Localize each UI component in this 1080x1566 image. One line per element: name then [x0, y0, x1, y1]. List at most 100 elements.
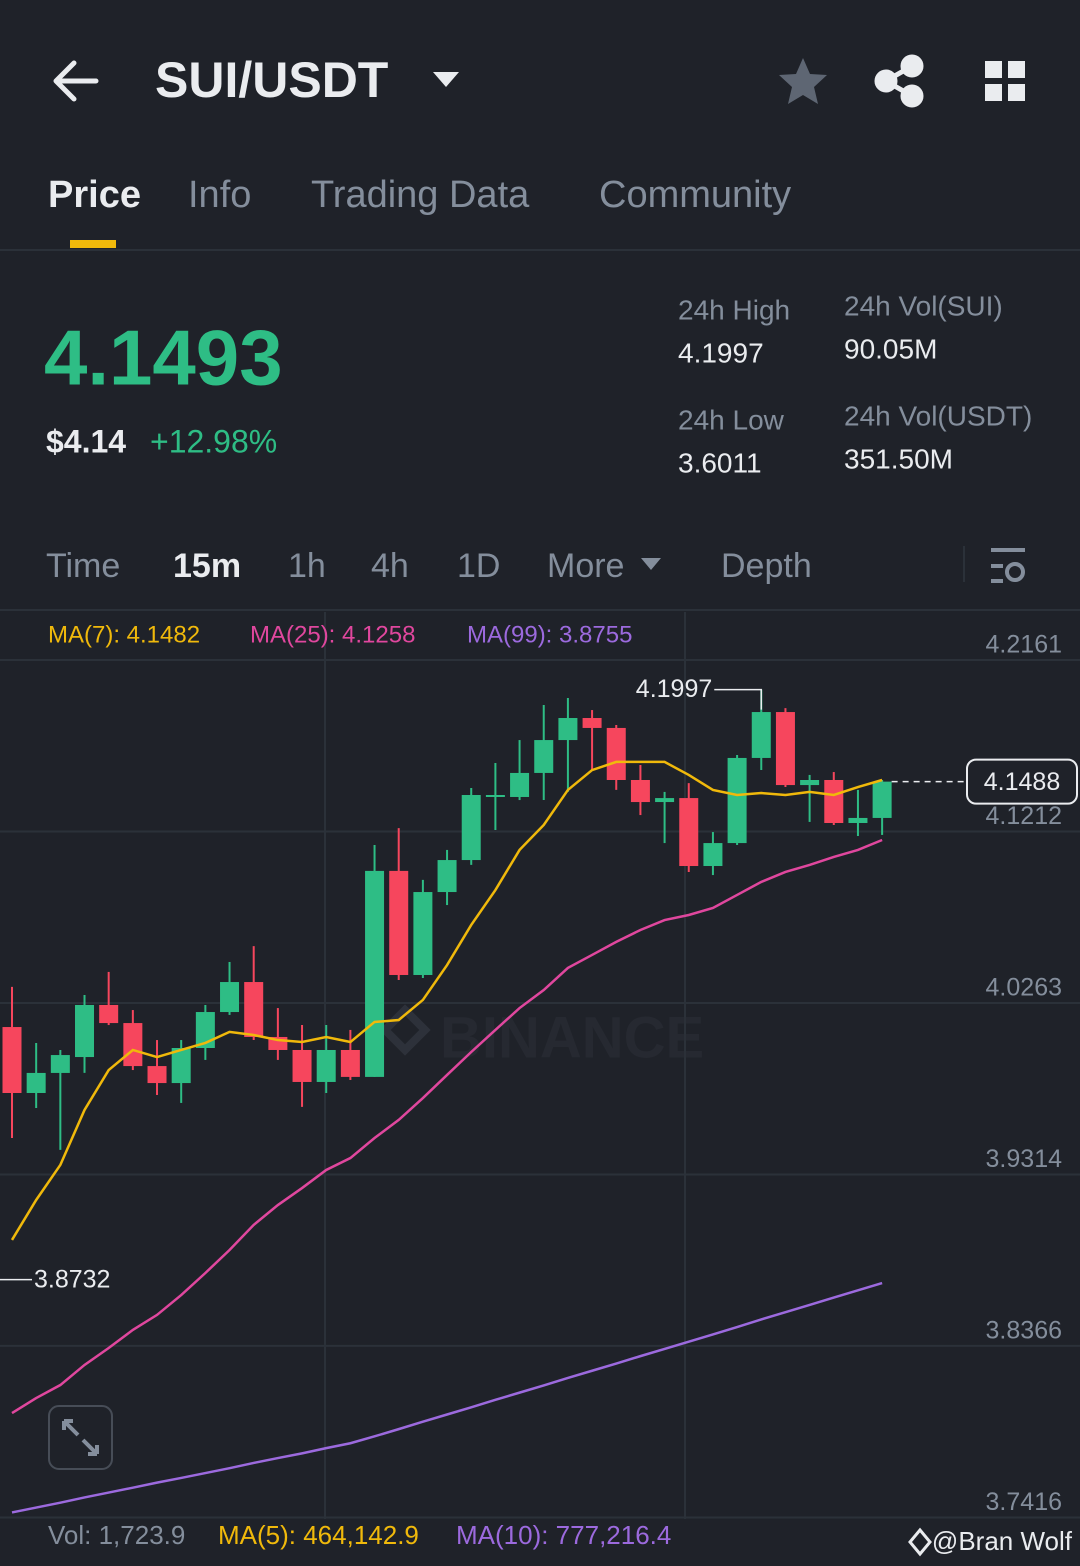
- tab[interactable]: Community: [599, 174, 791, 216]
- credit-text: @Bran Wolf: [932, 1526, 1073, 1556]
- candle-body: [413, 892, 433, 975]
- favorite-button[interactable]: [779, 58, 827, 104]
- ma-line: [11, 1281, 883, 1514]
- candle-body: [485, 794, 505, 797]
- candle-body: [26, 1072, 46, 1093]
- candle-body: [461, 794, 481, 861]
- volume-bar: [0, 1519, 1080, 1566]
- stat-value: 351.50M: [844, 443, 953, 474]
- layout-button[interactable]: [985, 61, 1025, 101]
- stat-label: 24h Vol(SUI): [844, 290, 1003, 321]
- divider: [963, 546, 965, 582]
- stat-label: 24h High: [678, 294, 790, 325]
- plot-area: [0, 659, 1080, 1519]
- candle-body: [50, 1055, 70, 1073]
- watermark: BINANCE: [379, 1004, 704, 1070]
- candle-body: [292, 1049, 312, 1082]
- y-tick-label: 3.8366: [986, 1316, 1062, 1344]
- candle-body: [365, 870, 385, 1077]
- candle-body: [800, 779, 820, 786]
- y-tick-label: 4.2161: [986, 631, 1062, 659]
- volume-stat: MA(5): 464,142.9: [218, 1520, 419, 1550]
- tab[interactable]: Trading Data: [311, 174, 530, 216]
- candle-body: [872, 781, 892, 818]
- high-label: 4.1997: [636, 675, 712, 703]
- candle-body: [558, 718, 578, 741]
- candle-body: [244, 982, 264, 1037]
- legend-entry: MA(25): 4.1258: [250, 621, 415, 648]
- chart-settings[interactable]: [991, 548, 1025, 583]
- candle-body: [775, 712, 795, 786]
- fullscreen-button[interactable]: [48, 1405, 113, 1470]
- candle-body: [824, 779, 844, 824]
- candle-body: [510, 772, 530, 797]
- price-change: +12.98%: [150, 423, 277, 459]
- candle-body: [437, 860, 457, 893]
- y-tick-label: 4.1212: [986, 802, 1062, 830]
- candle-body: [848, 817, 868, 824]
- interval[interactable]: 1D: [457, 547, 500, 585]
- usd-price: $4.14: [46, 423, 126, 459]
- interval[interactable]: 4h: [371, 547, 409, 585]
- candle-body: [220, 982, 240, 1013]
- low-label: 3.8732: [34, 1265, 110, 1293]
- candle-body: [606, 727, 626, 780]
- fullscreen-icon: [62, 1419, 99, 1456]
- legend-entry: MA(99): 3.8755: [467, 621, 632, 648]
- back-button[interactable]: [53, 60, 99, 102]
- share-button[interactable]: [874, 54, 924, 108]
- divider: [0, 609, 1080, 611]
- candle-body: [727, 757, 747, 844]
- candle-body: [316, 1049, 336, 1082]
- candle-body: [630, 779, 650, 803]
- last-price-label: 4.1488: [984, 768, 1060, 796]
- interval[interactable]: More: [547, 547, 624, 585]
- stat-value: 4.1997: [678, 337, 764, 368]
- credit: @Bran Wolf: [908, 1526, 1073, 1557]
- more-dropdown[interactable]: [641, 558, 661, 570]
- candle-body: [655, 798, 675, 803]
- divider: [0, 249, 1080, 251]
- stat-value: 3.6011: [678, 447, 762, 478]
- candle-body: [534, 740, 554, 773]
- candle-body: [171, 1047, 191, 1084]
- volume-stat: MA(10): 777,216.4: [456, 1520, 671, 1550]
- candle-body: [340, 1049, 360, 1077]
- candle-body: [75, 1004, 95, 1058]
- tab[interactable]: Info: [188, 174, 251, 216]
- ma-line: [11, 838, 883, 1415]
- pair-dropdown[interactable]: [433, 72, 459, 87]
- stat-label: 24h Low: [678, 404, 785, 435]
- candle-body: [195, 1012, 215, 1048]
- candle-body: [703, 843, 723, 867]
- interval[interactable]: 1h: [288, 547, 326, 585]
- ma-line: [10, 760, 883, 1241]
- pair-title[interactable]: SUI/USDT: [155, 52, 388, 108]
- interval[interactable]: Depth: [721, 547, 812, 585]
- candle-body: [123, 1023, 143, 1067]
- y-tick-label: 4.0263: [986, 974, 1062, 1002]
- last-price-box: [966, 758, 1078, 805]
- stat-value: 90.05M: [844, 333, 937, 364]
- volume-stat: Vol: 1,723.9: [48, 1520, 185, 1550]
- y-tick-label: 3.9314: [986, 1145, 1063, 1173]
- y-tick-label: 3.7416: [986, 1488, 1062, 1516]
- stat-label: 24h Vol(USDT): [844, 400, 1032, 431]
- high-marker: [714, 688, 763, 710]
- candle-body: [2, 1027, 22, 1093]
- candle-body: [751, 712, 771, 758]
- candle-body: [582, 718, 602, 728]
- tab-indicator: [70, 240, 116, 248]
- candle-body: [99, 1004, 119, 1024]
- interval[interactable]: Time: [46, 547, 120, 585]
- last-price: 4.1493: [44, 314, 283, 402]
- watermark-text: BINANCE: [440, 1005, 704, 1070]
- candle-body: [679, 798, 699, 867]
- candle-body: [389, 870, 409, 975]
- candle-body: [147, 1066, 167, 1084]
- interval[interactable]: 15m: [173, 547, 241, 585]
- legend-entry: MA(7): 4.1482: [48, 621, 200, 648]
- tab[interactable]: Price: [48, 174, 141, 216]
